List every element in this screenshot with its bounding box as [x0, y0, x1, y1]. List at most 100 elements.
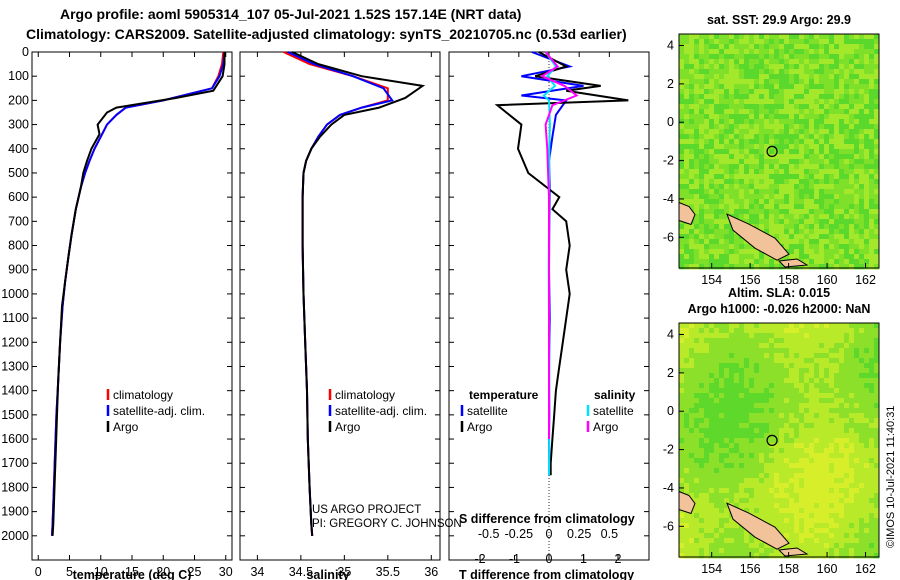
map-cell: [719, 503, 725, 509]
map-cell: [844, 433, 850, 439]
map-cell: [734, 129, 740, 135]
map-cell: [834, 149, 840, 155]
map-cell: [839, 99, 845, 105]
map-cell: [824, 333, 830, 339]
map-cell: [874, 209, 880, 215]
map-cell: [699, 493, 705, 499]
map-cell: [789, 398, 795, 404]
map-cell: [729, 164, 735, 170]
map-cell: [724, 209, 730, 215]
map-cell: [789, 79, 795, 85]
map-cell: [749, 39, 755, 45]
map-cell: [859, 468, 865, 474]
map-cell: [784, 533, 790, 539]
map-cell: [704, 453, 710, 459]
map-cell: [809, 99, 815, 105]
map-cell: [679, 104, 685, 110]
map-cell: [804, 373, 810, 379]
map-cell: [679, 483, 685, 489]
map-cell: [694, 518, 700, 524]
map-cell: [724, 533, 730, 539]
map-cell: [859, 244, 865, 250]
map-cell: [779, 54, 785, 60]
map-cell: [729, 423, 735, 429]
map-cell: [834, 453, 840, 459]
map-cell: [729, 448, 735, 454]
map-cell: [764, 398, 770, 404]
map-cell: [684, 403, 690, 409]
map-cell: [859, 348, 865, 354]
map-cell: [789, 473, 795, 479]
map-cell: [779, 518, 785, 524]
map-cell: [714, 39, 720, 45]
map-cell: [809, 84, 815, 90]
map-cell: [849, 99, 855, 105]
map-cell: [689, 388, 695, 394]
map-cell: [724, 488, 730, 494]
map-cell: [709, 59, 715, 65]
map-cell: [839, 338, 845, 344]
map-cell: [859, 159, 865, 165]
map-cell: [839, 398, 845, 404]
map-cell: [809, 109, 815, 115]
map-cell: [789, 348, 795, 354]
map-cell: [769, 503, 775, 509]
map-cell: [839, 64, 845, 70]
map-cell: [869, 129, 875, 135]
map-cell: [779, 323, 785, 329]
map-cell: [874, 453, 880, 459]
map-cell: [784, 179, 790, 185]
map-cell: [704, 488, 710, 494]
map-cell: [824, 169, 830, 175]
map-cell: [839, 433, 845, 439]
map-cell: [744, 139, 750, 145]
map-cell: [769, 69, 775, 75]
map-cell: [679, 249, 685, 255]
map-cell: [709, 508, 715, 514]
map-cell: [734, 149, 740, 155]
map-cell: [859, 498, 865, 504]
map-cell: [789, 214, 795, 220]
map-cell: [734, 433, 740, 439]
map-cell: [704, 333, 710, 339]
map-cell: [719, 488, 725, 494]
map-cell: [704, 239, 710, 245]
map-cell: [764, 84, 770, 90]
map-cell: [814, 463, 820, 469]
map-cell: [704, 79, 710, 85]
map-cell: [744, 74, 750, 80]
map-cell: [819, 194, 825, 200]
map-cell: [779, 393, 785, 399]
map-cell: [684, 184, 690, 190]
map-cell: [779, 443, 785, 449]
map-cell: [684, 513, 690, 519]
map-cell: [814, 79, 820, 85]
map-cell: [679, 538, 685, 544]
map-cell: [854, 328, 860, 334]
map-cell: [679, 259, 685, 265]
map-cell: [759, 194, 765, 200]
y-tick-label: 1800: [1, 480, 29, 494]
map-cell: [869, 363, 875, 369]
map-cell: [799, 234, 805, 240]
map-cell: [739, 393, 745, 399]
map-cell: [784, 219, 790, 225]
map-cell: [794, 348, 800, 354]
map-cell: [694, 413, 700, 419]
map-cell: [769, 518, 775, 524]
map-cell: [789, 413, 795, 419]
map-cell: [709, 219, 715, 225]
map-cell: [794, 508, 800, 514]
map-cell: [859, 393, 865, 399]
map-cell: [739, 418, 745, 424]
map-cell: [799, 79, 805, 85]
map-cell: [734, 448, 740, 454]
map-cell: [754, 74, 760, 80]
map-cell: [789, 453, 795, 459]
map-cell: [829, 513, 835, 519]
map-cell: [709, 204, 715, 210]
map-cell: [839, 114, 845, 120]
map-cell: [714, 234, 720, 240]
map-cell: [869, 323, 875, 329]
map-cell: [739, 64, 745, 70]
